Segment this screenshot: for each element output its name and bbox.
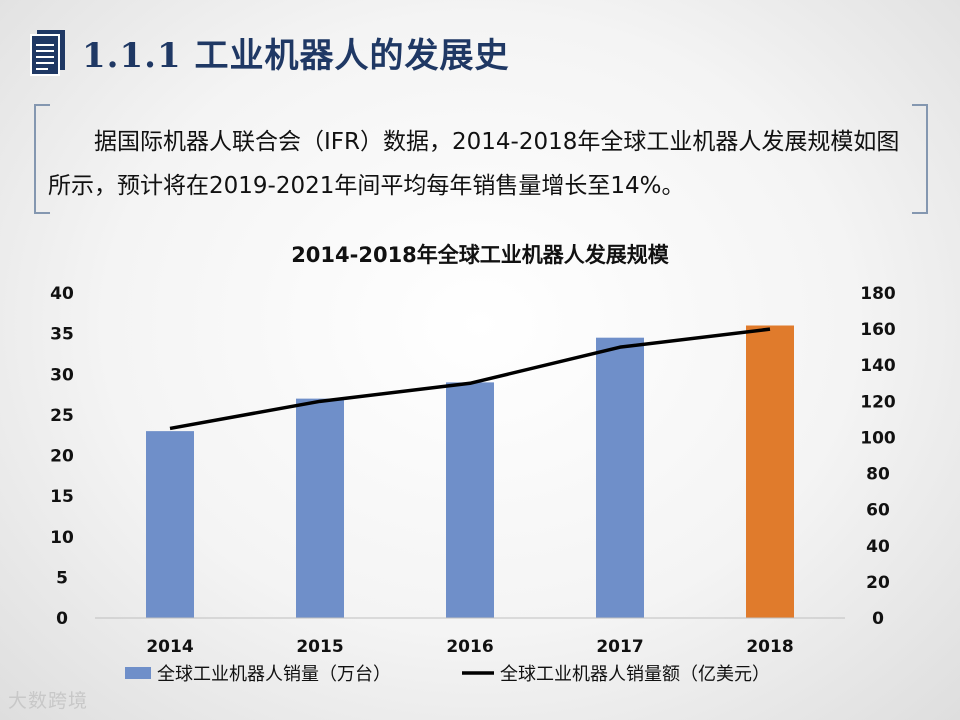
document-icon [30,30,65,76]
y-right-tick-label: 100 [860,428,896,448]
slide-header: 1.1.1 工业机器人的发展史 [28,22,509,82]
y-left-tick-label: 30 [50,365,74,385]
y-right-tick-label: 180 [860,284,896,304]
x-tick-label: 2014 [146,637,193,657]
y-right-tick-label: 20 [866,573,890,593]
y-left-tick-label: 25 [50,406,74,426]
y-right-tick-label: 60 [866,501,890,521]
watermark: 大数跨境 [8,690,89,712]
y-right-tick-label: 40 [866,537,890,557]
y-left-tick-label: 0 [56,609,68,629]
line-series [169,327,771,431]
chart: 2014-2018年全球工业机器人发展规模 0 5 10 15 20 25 30 35 40 0 20… [50,243,896,685]
legend-swatch-bar [125,667,151,679]
slide-title: 1.1.1 工业机器人的发展史 [82,35,510,76]
y-right-tick-label: 160 [860,320,896,340]
y-left-tick-label: 5 [56,568,68,588]
x-tick-label: 2015 [296,637,343,657]
y-right-tick-label: 80 [866,465,890,485]
legend-label: 全球工业机器人销量额（亿美元） [500,664,770,685]
y-left-tick-label: 15 [50,487,74,507]
legend-label: 全球工业机器人销量（万台） [157,664,391,685]
x-tick-label: 2016 [446,637,493,657]
bar [596,337,644,618]
y-left-tick-label: 10 [50,528,74,548]
y-right-tick-label: 0 [872,609,884,629]
intro-box: 据国际机器人联合会（IFR）数据，2014-2018年全球工业机器人发展规模如图… [34,104,928,214]
chart-title: 2014-2018年全球工业机器人发展规模 [291,243,670,267]
bar [296,398,344,618]
bar [446,382,494,618]
x-tick-label: 2017 [596,637,643,657]
y-right-tick-label: 120 [860,392,896,412]
x-tick-label: 2018 [746,637,793,657]
y-left-tick-label: 40 [50,284,74,304]
bar [146,431,194,618]
y-right-tick-label: 140 [860,356,896,376]
bar [746,325,794,618]
y-left-tick-label: 35 [50,325,74,345]
y-left-tick-label: 20 [50,447,74,467]
intro-text: 据国际机器人联合会（IFR）数据，2014-2018年全球工业机器人发展规模如图… [48,129,900,199]
